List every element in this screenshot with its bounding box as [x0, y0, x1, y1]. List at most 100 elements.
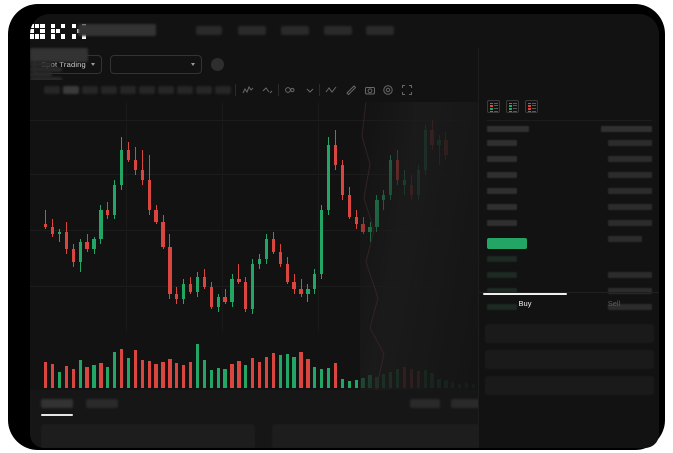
trading-pair-selector[interactable]: [110, 55, 202, 74]
timeframe-5[interactable]: [120, 86, 136, 94]
candle-body: [264, 239, 269, 260]
orderbook-ask-price[interactable]: [487, 204, 517, 210]
ruler-icon[interactable]: [345, 84, 357, 96]
volume-bar: [326, 367, 331, 388]
orderbook-bid-amount[interactable]: [608, 272, 652, 278]
candle-body: [382, 194, 386, 200]
volume-bar: [313, 366, 317, 388]
drawing-line-icon[interactable]: [325, 84, 337, 96]
candle-body: [44, 224, 48, 227]
nav-item-5[interactable]: [366, 26, 394, 35]
tab-buy[interactable]: Buy: [518, 299, 532, 308]
orderbook-ask-price[interactable]: [487, 156, 517, 162]
candle-body: [147, 179, 151, 210]
tablet-device-frame: Spot Trading: [8, 4, 665, 450]
orderbook-ask-price[interactable]: [487, 188, 517, 194]
orderbook-bid-price[interactable]: [487, 304, 517, 310]
volume-bar: [44, 361, 48, 388]
volume-bar: [168, 359, 172, 388]
orderbook-asks-icon[interactable]: [525, 100, 538, 113]
camera-icon[interactable]: [364, 84, 376, 96]
order-price-input[interactable]: [485, 324, 654, 343]
orderbook-ask-amount[interactable]: [608, 204, 652, 210]
settings-gear-icon[interactable]: [382, 84, 394, 96]
candle-body: [368, 226, 372, 232]
timeframe-3[interactable]: [82, 86, 98, 94]
orderbook-bid-price[interactable]: [487, 288, 517, 294]
order-total-input[interactable]: [485, 376, 654, 395]
stat-1-value: [30, 67, 62, 72]
order-amount-input[interactable]: [485, 350, 654, 369]
orderbook-ask-price[interactable]: [487, 140, 517, 146]
timeframe-2[interactable]: [63, 86, 79, 94]
orderbook-bid-amount[interactable]: [608, 304, 652, 310]
orders-action-1[interactable]: [410, 399, 440, 408]
indicator-icon[interactable]: [284, 84, 296, 96]
volume-bar: [99, 362, 103, 388]
timeframe-4[interactable]: [101, 86, 117, 94]
volume-bar: [437, 378, 441, 388]
nav-item-1[interactable]: [196, 26, 222, 35]
volume-bar: [451, 382, 455, 388]
nav-item-2[interactable]: [238, 26, 266, 35]
nav-item-3[interactable]: [281, 26, 309, 35]
volume-bar: [361, 377, 365, 388]
orderbook-header-amount[interactable]: [601, 126, 652, 132]
timeframe-9[interactable]: [196, 86, 212, 94]
fullscreen-icon[interactable]: [401, 84, 413, 96]
price-chart-panel[interactable]: [30, 102, 478, 390]
candle-body: [278, 251, 282, 265]
volume-bar: [347, 381, 351, 388]
orderbook-ask-amount[interactable]: [608, 156, 652, 162]
orderbook-last-amount[interactable]: [608, 236, 642, 242]
candle-body: [154, 209, 158, 222]
line-chart-icon[interactable]: [262, 84, 274, 96]
orderbook-mixed-icon[interactable]: [487, 100, 500, 113]
orderbook-last-price[interactable]: [487, 238, 527, 249]
global-search-input[interactable]: [78, 24, 156, 36]
candle-body: [271, 239, 276, 252]
volume-bar: [85, 367, 89, 388]
orders-tab-2[interactable]: [86, 399, 118, 408]
candle-body: [361, 224, 365, 232]
orderbook-ask-amount[interactable]: [608, 140, 652, 146]
candle-body: [347, 194, 351, 217]
timeframe-1[interactable]: [44, 86, 60, 94]
orderbook-bid-amount[interactable]: [608, 288, 652, 294]
timeframe-10[interactable]: [215, 86, 231, 94]
volume-bar: [333, 362, 338, 388]
last-price-display: [30, 48, 88, 62]
orderbook-display-modes: [487, 100, 538, 113]
orderbook-header-price[interactable]: [487, 126, 529, 132]
volume-bar: [237, 360, 241, 388]
orderbook-ask-amount[interactable]: [608, 220, 652, 226]
timeframe-8[interactable]: [177, 86, 193, 94]
volume-bar: [113, 351, 117, 388]
orderbook-bid-price[interactable]: [487, 272, 517, 278]
orderbook-ask-price[interactable]: [487, 220, 517, 226]
orderbook-bids-icon[interactable]: [506, 100, 519, 113]
orderbook-bid-price[interactable]: [487, 256, 517, 262]
chevron-down-icon[interactable]: [304, 84, 316, 96]
timeframe-7[interactable]: [158, 86, 174, 94]
orderbook-ask-amount[interactable]: [608, 172, 652, 178]
timeframe-6[interactable]: [139, 86, 155, 94]
orderbook-ask-price[interactable]: [487, 172, 517, 178]
candle-body: [257, 259, 262, 265]
volume-bar: [119, 349, 124, 388]
candle-body: [71, 249, 75, 262]
candle-body: [285, 264, 289, 282]
volume-bar: [106, 366, 110, 388]
candle-body: [161, 221, 165, 247]
nav-item-4[interactable]: [324, 26, 352, 35]
volume-bar: [458, 383, 462, 388]
candle-body: [195, 276, 200, 292]
orderbook-ask-amount[interactable]: [608, 188, 652, 194]
orders-action-2[interactable]: [451, 399, 481, 408]
orders-tab-1-indicator: [41, 414, 73, 416]
candlestick-chart-icon[interactable]: [242, 84, 254, 96]
tab-sell[interactable]: Sell: [607, 299, 621, 308]
orders-tab-1[interactable]: [41, 399, 73, 408]
okx-logo[interactable]: [30, 24, 87, 39]
